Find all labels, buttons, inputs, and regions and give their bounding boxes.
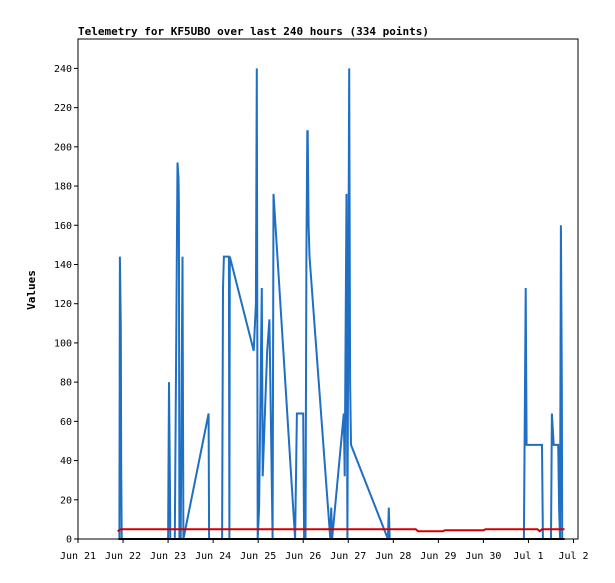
x-tick-label: Jul 1 [513,551,543,562]
x-tick-label: Jun 22 [105,551,141,562]
y-tick-label: 100 [54,338,72,349]
y-tick-label: 40 [60,456,72,467]
y-axis: 0 20 40 60 80 100 120 140 160 180 200 220 240 [54,64,78,546]
series-line-2 [117,528,565,533]
x-tick-label: Jun 27 [330,551,366,562]
y-tick-label: 160 [54,221,72,232]
y-axis-label: Values [25,270,38,310]
chart-title: Telemetry for KF5UBO over last 240 hours… [78,25,429,38]
y-tick-label: 240 [54,64,72,75]
x-tick-label: Jun 26 [285,551,321,562]
series-line-1 [118,68,564,540]
y-tick-label: 140 [54,260,72,271]
series-layer [117,68,565,540]
y-tick-label: 180 [54,182,72,193]
x-tick-label: Jul 2 [558,551,588,562]
y-tick-label: 120 [54,299,72,310]
y-tick-label: 0 [66,535,72,546]
x-tick-label: Jun 28 [375,551,411,562]
y-tick-label: 200 [54,142,72,153]
x-tick-label: Jun 23 [150,551,186,562]
y-tick-label: 60 [60,417,72,428]
plot-area [77,38,579,540]
x-tick-label: Jun 29 [420,551,456,562]
x-tick-label: Jun 24 [195,551,231,562]
x-tick-label: Jun 21 [60,551,96,562]
x-tick-label: Jun 30 [465,551,501,562]
y-tick-label: 220 [54,103,72,114]
x-tick-label: Jun 25 [240,551,276,562]
y-tick-label: 80 [60,378,72,389]
y-tick-label: 20 [60,495,72,506]
x-axis: Jun 21 Jun 22 Jun 23 Jun 24 Jun 25 Jun 26 Jun … [60,539,589,562]
